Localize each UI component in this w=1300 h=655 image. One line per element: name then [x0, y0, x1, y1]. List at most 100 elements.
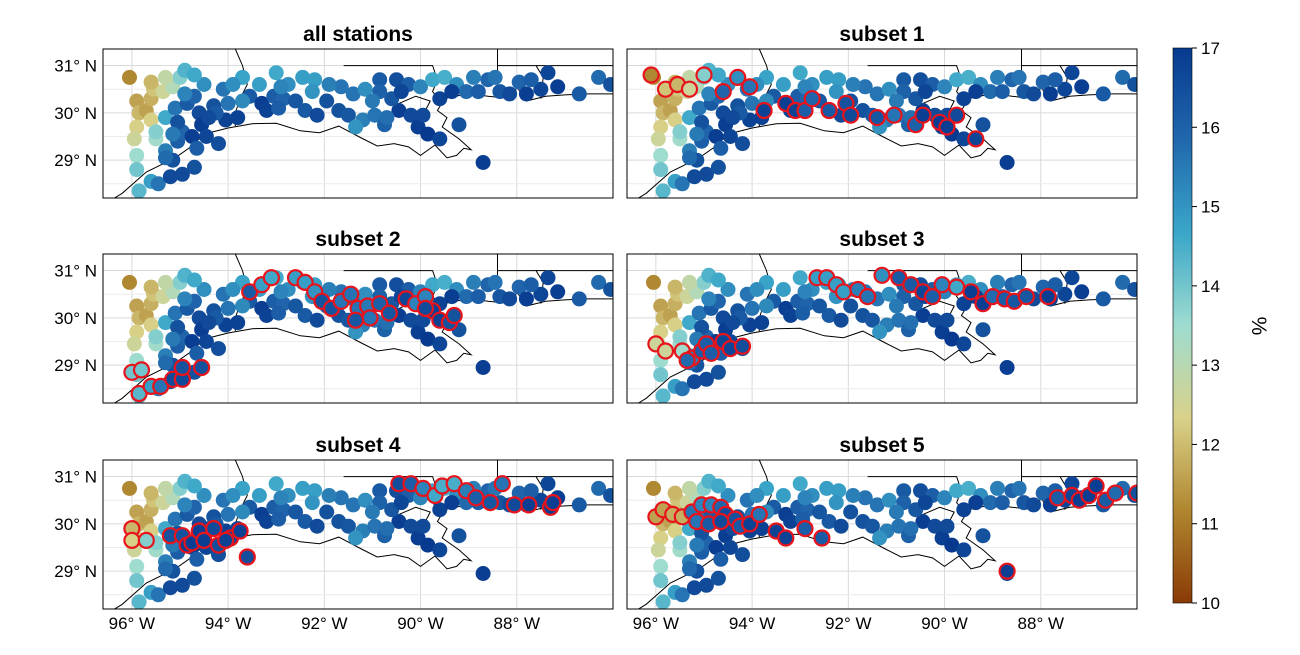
station-point	[129, 298, 145, 314]
station-point	[828, 495, 844, 511]
station-point	[437, 274, 453, 290]
station-point	[1011, 480, 1027, 496]
highlighted-station-point	[481, 493, 499, 512]
station-point	[831, 483, 847, 499]
station-point	[150, 587, 166, 603]
station-point	[309, 107, 325, 123]
station-point	[177, 86, 193, 102]
station-point	[1095, 291, 1111, 307]
station-point	[165, 126, 181, 142]
station-point	[186, 272, 202, 288]
highlighted-station-point	[238, 548, 256, 566]
x-tick-label: 90° W	[921, 614, 967, 633]
station-point	[686, 580, 702, 596]
station-point	[1074, 79, 1090, 95]
station-point	[1074, 284, 1090, 300]
colorbar-tick-label: 12	[1201, 435, 1220, 454]
station-point	[189, 345, 205, 361]
panel-title: subset 3	[839, 228, 924, 251]
station-point	[937, 79, 952, 95]
highlighted-station-point	[938, 118, 956, 136]
station-point	[1057, 81, 1073, 97]
highlighted-station-point	[205, 519, 223, 538]
station-point	[667, 523, 683, 539]
colorbar-tick-label: 10	[1201, 594, 1220, 613]
station-point	[451, 117, 467, 133]
station-point	[819, 69, 835, 85]
station-point	[828, 84, 844, 100]
station-point	[1064, 270, 1080, 286]
station-point	[225, 488, 241, 503]
map-area	[627, 460, 1137, 609]
station-point	[1115, 69, 1131, 85]
station-point	[812, 504, 827, 520]
station-point	[881, 81, 897, 97]
station-point	[667, 317, 683, 333]
station-point	[122, 69, 137, 85]
highlighted-station-point	[777, 529, 795, 547]
highlighted-station-point	[820, 101, 838, 120]
station-point	[143, 279, 159, 295]
station-point	[129, 147, 145, 163]
highlighted-station-point	[231, 522, 249, 540]
station-point	[174, 166, 190, 182]
station-point	[420, 126, 436, 142]
station-point	[470, 84, 486, 100]
station-point	[268, 476, 284, 492]
highlighted-station-point	[1087, 477, 1105, 495]
station-point	[432, 542, 448, 558]
station-point	[682, 150, 697, 166]
station-point	[797, 284, 813, 300]
highlighted-station-point	[342, 285, 360, 303]
x-tick-label: 88° W	[494, 614, 540, 633]
station-point	[720, 488, 736, 503]
station-point	[345, 497, 361, 513]
highlighted-station-point	[656, 342, 675, 360]
map-panel-2: subset 2 31° N 30° N 29° N	[54, 228, 614, 404]
station-point	[432, 131, 448, 147]
station-point	[211, 341, 226, 357]
station-point	[432, 91, 448, 107]
station-point	[198, 129, 214, 144]
station-point	[775, 282, 791, 297]
panel-title: subset 1	[839, 23, 925, 46]
station-point	[225, 282, 241, 297]
station-point	[129, 162, 145, 178]
colorbar-tick-label: 17	[1201, 39, 1220, 58]
station-point	[653, 298, 669, 314]
x-tick-label: 92° W	[825, 614, 871, 633]
station-point	[821, 308, 837, 323]
highlighted-station-point	[933, 276, 951, 294]
station-point	[961, 69, 977, 85]
station-point	[864, 312, 880, 328]
highlighted-station-point	[544, 493, 562, 512]
station-point	[523, 483, 539, 499]
station-point	[603, 77, 613, 92]
station-point	[775, 77, 791, 92]
station-point	[674, 176, 690, 192]
station-point	[235, 504, 250, 520]
colorbar-tick-label: 11	[1201, 515, 1219, 534]
highlighted-station-point	[642, 66, 660, 84]
station-point	[475, 566, 491, 581]
station-point	[220, 95, 236, 111]
station-point	[413, 79, 428, 95]
colorbar-ticks: 10 11 12 13 14 15 16 17	[1192, 39, 1220, 613]
station-point	[759, 298, 774, 314]
station-point	[672, 124, 688, 140]
station-point	[148, 329, 164, 345]
station-point	[357, 492, 373, 508]
station-point	[129, 119, 145, 135]
station-point	[470, 289, 486, 305]
station-point	[333, 490, 349, 506]
station-point	[903, 315, 919, 331]
station-point	[689, 126, 705, 142]
station-point	[165, 331, 181, 347]
station-point	[540, 65, 556, 81]
station-point	[425, 72, 441, 88]
highlighted-station-point	[445, 306, 463, 325]
station-point	[523, 277, 539, 293]
station-point	[795, 305, 811, 321]
station-point	[927, 312, 943, 328]
station-point	[1064, 476, 1080, 492]
